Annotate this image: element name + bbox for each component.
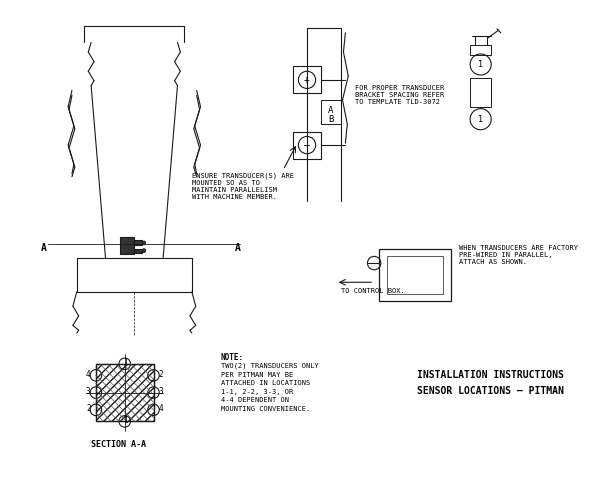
Bar bbox=[134, 241, 142, 245]
Circle shape bbox=[142, 242, 146, 245]
Text: 3: 3 bbox=[86, 386, 90, 395]
Bar bbox=[379, 249, 451, 302]
Circle shape bbox=[142, 249, 146, 253]
Bar bbox=[470, 79, 491, 107]
Text: TWO(2) TRANSDUCERS ONLY: TWO(2) TRANSDUCERS ONLY bbox=[220, 362, 319, 369]
Text: 1: 1 bbox=[478, 115, 483, 123]
Text: –: – bbox=[304, 140, 310, 150]
Text: WHEN TRANSDUCERS ARE FACTORY
PRE-WIRED IN PARALLEL,
ATTACH AS SHOWN.: WHEN TRANSDUCERS ARE FACTORY PRE-WIRED I… bbox=[459, 244, 577, 264]
Text: PER PITMAN MAY BE: PER PITMAN MAY BE bbox=[220, 371, 293, 377]
Text: 4: 4 bbox=[86, 369, 90, 378]
Bar bbox=[386, 257, 443, 294]
Text: B: B bbox=[328, 115, 334, 124]
Bar bbox=[96, 364, 153, 422]
Text: NOTE:: NOTE: bbox=[220, 352, 244, 362]
Text: A: A bbox=[235, 242, 241, 252]
Text: 2: 2 bbox=[86, 404, 90, 412]
Text: MOUNTING CONVENIENCE.: MOUNTING CONVENIENCE. bbox=[220, 405, 310, 411]
Bar bbox=[292, 133, 322, 159]
Text: 4: 4 bbox=[159, 404, 164, 412]
Text: 3: 3 bbox=[159, 386, 164, 395]
Text: A: A bbox=[328, 106, 334, 115]
Text: 2: 2 bbox=[159, 369, 164, 378]
Text: FOR PROPER TRANSDUCER
BRACKET SPACING REFER
TO TEMPLATE TLD-3072: FOR PROPER TRANSDUCER BRACKET SPACING RE… bbox=[355, 85, 444, 105]
Bar bbox=[470, 46, 491, 56]
Bar bbox=[134, 249, 142, 254]
Text: 4-4 DEPENDENT ON: 4-4 DEPENDENT ON bbox=[220, 396, 289, 403]
Text: 1: 1 bbox=[123, 415, 128, 424]
Bar bbox=[120, 238, 134, 255]
Bar bbox=[322, 101, 341, 125]
Text: 1: 1 bbox=[123, 358, 128, 367]
Text: SENSOR LOCATIONS – PITMAN: SENSOR LOCATIONS – PITMAN bbox=[418, 385, 564, 395]
Text: 1: 1 bbox=[478, 60, 483, 69]
Text: ATTACHED IN LOCATIONS: ATTACHED IN LOCATIONS bbox=[220, 379, 310, 385]
Text: 1-1, 2-2, 3-3, OR: 1-1, 2-2, 3-3, OR bbox=[220, 388, 293, 394]
Text: ENSURE TRANSDUCER(S) ARE
MOUNTED SO AS TO
MAINTAIN PARALLELISM
WITH MACHINE MEMB: ENSURE TRANSDUCER(S) ARE MOUNTED SO AS T… bbox=[192, 173, 294, 200]
Text: INSTALLATION INSTRUCTIONS: INSTALLATION INSTRUCTIONS bbox=[418, 369, 564, 379]
Text: SECTION A-A: SECTION A-A bbox=[91, 439, 146, 448]
Bar bbox=[96, 364, 153, 422]
Bar bbox=[292, 67, 322, 94]
Text: TO CONTROL BOX.: TO CONTROL BOX. bbox=[341, 287, 404, 293]
Text: +: + bbox=[304, 75, 310, 85]
Text: A: A bbox=[41, 242, 47, 252]
